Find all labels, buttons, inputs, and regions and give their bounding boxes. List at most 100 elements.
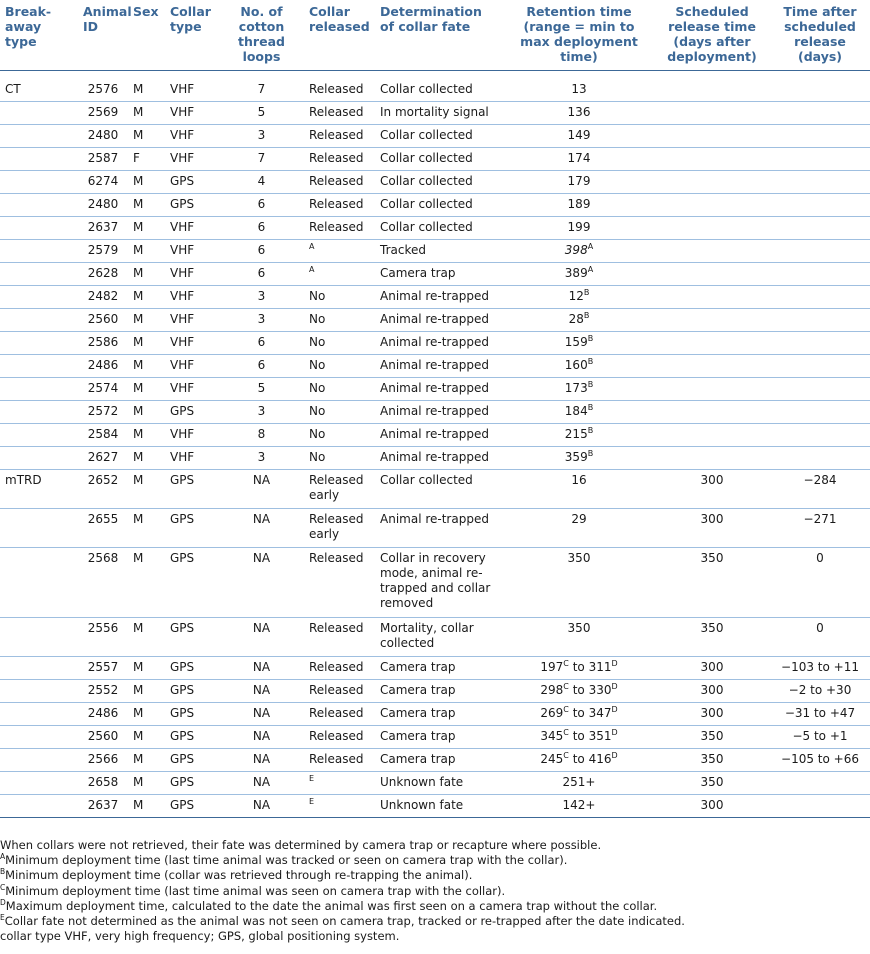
cell-thread-loops-text: NA bbox=[252, 797, 271, 812]
footnote-text: Minimum deployment time (collar was retr… bbox=[5, 868, 473, 883]
cell-collar-type-text: VHF bbox=[170, 426, 195, 441]
collar-fate-text: Camera trap bbox=[380, 728, 456, 743]
cell-retention-time: 142+ bbox=[504, 794, 654, 818]
cell-retention-time: 12B bbox=[504, 285, 654, 309]
footnote: ECollar fate not determined as the anima… bbox=[0, 914, 860, 929]
cell-collar-fate: Collar collected bbox=[375, 70, 504, 102]
cell-collar-type: GPS bbox=[165, 170, 219, 194]
cell-collar-fate: Camera trap bbox=[375, 702, 504, 726]
cell-sex-text: M bbox=[133, 472, 144, 487]
table-row: 2486 M VHF 6 No Animal re-trapped 160B bbox=[0, 354, 870, 378]
footnote-label: C bbox=[0, 882, 6, 892]
table-footnotes: When collars were not retrieved, their f… bbox=[0, 838, 860, 944]
cell-thread-loops-text: 6 bbox=[257, 334, 266, 349]
cell-breakaway-type bbox=[0, 285, 78, 309]
cell-thread-loops: 7 bbox=[219, 70, 304, 102]
cell-animal-id: 2628 bbox=[78, 262, 128, 286]
cell-collar-type: GPS bbox=[165, 656, 219, 680]
range-word: to bbox=[572, 682, 585, 697]
cell-collar-fate: Animal re-trapped bbox=[375, 354, 504, 378]
cell-thread-loops: 5 bbox=[219, 377, 304, 401]
cell-animal-id-text: 2658 bbox=[87, 774, 119, 789]
footnote-marker: B bbox=[587, 356, 594, 366]
cell-sex-text: M bbox=[133, 682, 144, 697]
cell-collar-released: No bbox=[304, 423, 375, 447]
collar-released-text: Released early bbox=[309, 472, 364, 502]
cell-animal-id: 2552 bbox=[78, 679, 128, 703]
cell-collar-released: Released bbox=[304, 147, 375, 171]
header-animal-id: Animal ID bbox=[78, 0, 132, 71]
cell-collar-type-text: VHF bbox=[170, 104, 195, 119]
cell-sex: M bbox=[128, 617, 165, 657]
cell-collar-released: Released bbox=[304, 170, 375, 194]
cell-animal-id: 2576 bbox=[78, 70, 128, 102]
table-row: 2637 M VHF 6 Released Collar collected 199 bbox=[0, 216, 870, 240]
table-row: 2587 F VHF 7 Released Collar collected 174 bbox=[0, 147, 870, 171]
cell-collar-released: Released early bbox=[304, 469, 375, 509]
cell-collar-type: VHF bbox=[165, 147, 219, 171]
cell-breakaway-type bbox=[0, 547, 78, 618]
cell-breakaway-type bbox=[0, 771, 78, 795]
cell-sex-text: M bbox=[133, 311, 144, 326]
cell-thread-loops-text: 5 bbox=[257, 104, 266, 119]
cell-collar-type: GPS bbox=[165, 547, 219, 618]
cell-time-after-release: 0 bbox=[770, 617, 870, 657]
cell-sex-text: M bbox=[133, 751, 144, 766]
cell-animal-id: 2586 bbox=[78, 331, 128, 355]
cell-animal-id: 2658 bbox=[78, 771, 128, 795]
cell-thread-loops: NA bbox=[219, 547, 304, 618]
table-row: 2572 M GPS 3 No Animal re-trapped 184B bbox=[0, 400, 870, 424]
cell-collar-type: GPS bbox=[165, 748, 219, 772]
cell-retention-time: 350 bbox=[504, 617, 654, 657]
collar-fate-text: Camera trap bbox=[380, 659, 456, 674]
cell-time-after-release bbox=[770, 216, 870, 240]
collar-released-text: Released bbox=[309, 173, 364, 188]
retention-value: 179 bbox=[567, 173, 591, 188]
cell-sex: M bbox=[128, 469, 165, 509]
collar-fate-text: Animal re-trapped bbox=[380, 449, 489, 464]
cell-time-after-release: −31 to +47 bbox=[770, 702, 870, 726]
table-row: 2584 M VHF 8 No Animal re-trapped 215B bbox=[0, 423, 870, 447]
cell-animal-id: 2584 bbox=[78, 423, 128, 447]
retention-value: 359 bbox=[564, 449, 588, 464]
retention-max-value: 416 bbox=[588, 751, 612, 766]
cell-retention-time: 174 bbox=[504, 147, 654, 171]
cell-sex: M bbox=[128, 354, 165, 378]
cell-thread-loops: NA bbox=[219, 702, 304, 726]
cell-collar-released: Released bbox=[304, 124, 375, 148]
cell-time-after-release: −2 to +30 bbox=[770, 679, 870, 703]
cell-scheduled-release: 300 bbox=[654, 794, 770, 818]
cell-breakaway-type bbox=[0, 508, 78, 548]
collar-released-text: Released bbox=[309, 705, 364, 720]
cell-collar-fate: Animal re-trapped bbox=[375, 331, 504, 355]
cell-animal-id-text: 2572 bbox=[87, 403, 119, 418]
cell-thread-loops: NA bbox=[219, 771, 304, 795]
cell-breakaway-type-text: mTRD bbox=[5, 472, 42, 487]
cell-retention-time: 149 bbox=[504, 124, 654, 148]
collar-released-text: Released bbox=[309, 127, 364, 142]
cell-scheduled-release: 300 bbox=[654, 702, 770, 726]
collar-fate-text: Animal re-trapped bbox=[380, 311, 489, 326]
cell-retention-time: 199 bbox=[504, 216, 654, 240]
cell-retention-time: 184B bbox=[504, 400, 654, 424]
retention-value: 389 bbox=[564, 265, 588, 280]
footnote-marker: C bbox=[563, 727, 569, 737]
retention-value: 184 bbox=[564, 403, 588, 418]
footnote: BMinimum deployment time (collar was ret… bbox=[0, 868, 860, 883]
collar-retention-table: Break-away type Animal ID Sex Collar typ… bbox=[0, 0, 870, 818]
collar-released-text: No bbox=[309, 426, 326, 441]
cell-animal-id: 2637 bbox=[78, 216, 128, 240]
cell-thread-loops-text: NA bbox=[252, 728, 271, 743]
retention-value: 189 bbox=[567, 196, 591, 211]
cell-thread-loops: 4 bbox=[219, 170, 304, 194]
cell-thread-loops-text: 3 bbox=[257, 449, 266, 464]
cell-thread-loops: 6 bbox=[219, 216, 304, 240]
footnote-marker: A bbox=[587, 264, 594, 274]
time-after-release-text: −5 to +1 bbox=[792, 728, 848, 743]
collar-released-text: Released bbox=[309, 150, 364, 165]
cell-animal-id-text: 2480 bbox=[87, 196, 119, 211]
cell-thread-loops: 3 bbox=[219, 446, 304, 470]
cell-collar-fate: Tracked bbox=[375, 239, 504, 263]
cell-breakaway-type bbox=[0, 423, 78, 447]
cell-sex-text: M bbox=[133, 659, 144, 674]
